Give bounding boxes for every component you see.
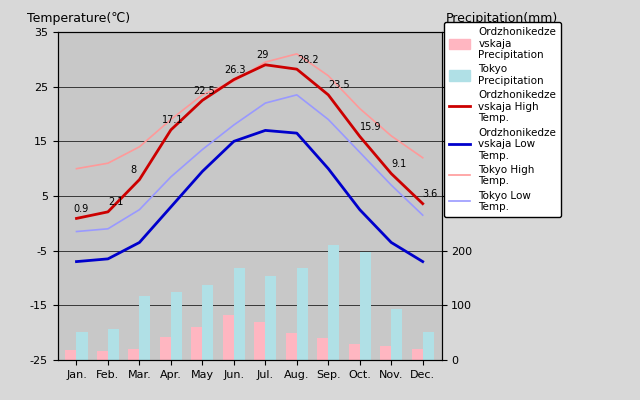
Bar bbox=[380, 346, 391, 360]
Text: 29: 29 bbox=[256, 50, 268, 60]
Text: 28.2: 28.2 bbox=[297, 55, 319, 65]
Text: 3.6: 3.6 bbox=[422, 189, 438, 199]
Bar bbox=[349, 344, 360, 360]
Legend: Ordzhonikedze
vskaja
Precipitation, Tokyo
Precipitation, Ordzhonikedze
vskaja Hi: Ordzhonikedze vskaja Precipitation, Toky… bbox=[444, 22, 561, 218]
Bar bbox=[202, 284, 213, 360]
Text: 0.9: 0.9 bbox=[74, 204, 88, 214]
Bar bbox=[171, 292, 182, 360]
Bar bbox=[422, 332, 434, 360]
Bar bbox=[266, 276, 276, 360]
Bar bbox=[129, 349, 140, 360]
Bar bbox=[97, 351, 108, 360]
Text: Temperature(℃): Temperature(℃) bbox=[27, 12, 130, 26]
Text: Precipitation(mm): Precipitation(mm) bbox=[445, 12, 557, 26]
Text: 15.9: 15.9 bbox=[360, 122, 381, 132]
Bar bbox=[77, 332, 88, 360]
Bar bbox=[254, 322, 266, 360]
Text: 8: 8 bbox=[130, 165, 136, 175]
Bar bbox=[191, 327, 202, 360]
Bar bbox=[297, 268, 308, 360]
Bar bbox=[412, 349, 422, 360]
Bar bbox=[317, 338, 328, 360]
Bar bbox=[391, 309, 403, 360]
Text: 26.3: 26.3 bbox=[225, 65, 246, 75]
Bar bbox=[140, 296, 150, 360]
Text: 9.1: 9.1 bbox=[391, 159, 406, 169]
Bar bbox=[223, 315, 234, 360]
Text: 22.5: 22.5 bbox=[193, 86, 214, 96]
Bar bbox=[108, 329, 119, 360]
Text: 17.1: 17.1 bbox=[161, 115, 183, 125]
Bar bbox=[234, 268, 245, 360]
Bar bbox=[328, 245, 339, 360]
Text: 2.1: 2.1 bbox=[108, 197, 124, 207]
Bar bbox=[65, 350, 77, 360]
Bar bbox=[286, 333, 297, 360]
Text: 23.5: 23.5 bbox=[328, 80, 350, 90]
Bar bbox=[360, 252, 371, 360]
Bar bbox=[160, 337, 171, 360]
